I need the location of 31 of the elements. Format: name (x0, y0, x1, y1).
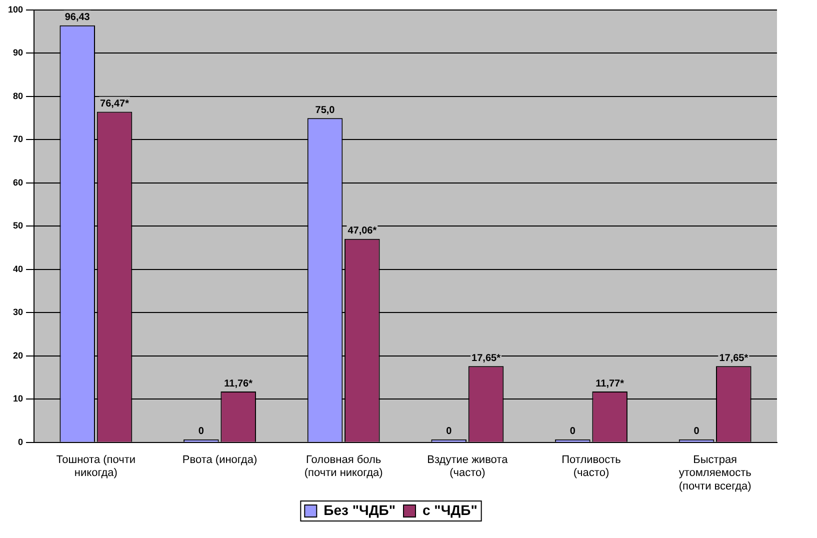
data-label: 17,65* (472, 352, 501, 364)
data-label: 0 (694, 426, 700, 438)
y-tick-label: 50 (13, 220, 24, 231)
y-tick-label: 70 (13, 134, 24, 144)
data-label: 11,77* (596, 378, 624, 390)
y-tick-label: 40 (13, 264, 24, 274)
legend-label: с "ЧДБ" (422, 502, 478, 518)
y-tick-label: 0 (18, 436, 24, 447)
data-label: 0 (570, 426, 576, 438)
x-tick-label: Головная боль (почти никогда) (304, 454, 383, 480)
x-tick-label: Вздутие живота (часто) (427, 454, 509, 480)
y-tick-label: 30 (13, 307, 24, 318)
data-label: 0 (198, 426, 204, 438)
x-tick-label: Потливость (часто) (562, 454, 622, 480)
data-label: 0 (446, 426, 452, 438)
x-tick-label: Тошнота (почти никогда) (56, 454, 136, 480)
data-label: 76,47* (100, 98, 130, 110)
y-tick-label: 60 (13, 177, 24, 188)
y-tick-label: 20 (13, 350, 24, 360)
y-tick-label: 80 (13, 90, 24, 101)
y-tick-label: 10 (13, 394, 24, 404)
data-label: 47,06* (348, 226, 377, 237)
data-label: 11,76* (224, 378, 253, 390)
data-label: 75,0 (315, 104, 336, 116)
legend-label: Без "ЧДБ" (324, 502, 396, 518)
y-tick-label: 100 (8, 4, 24, 14)
data-label: 96,43 (64, 12, 90, 24)
data-label: 17,65* (719, 352, 748, 364)
y-tick-label: 90 (13, 48, 24, 58)
x-tick-label: Быстрая утомляемость (почти всегда) (678, 454, 752, 492)
x-tick-label: Рвота (иногда) (182, 454, 258, 466)
